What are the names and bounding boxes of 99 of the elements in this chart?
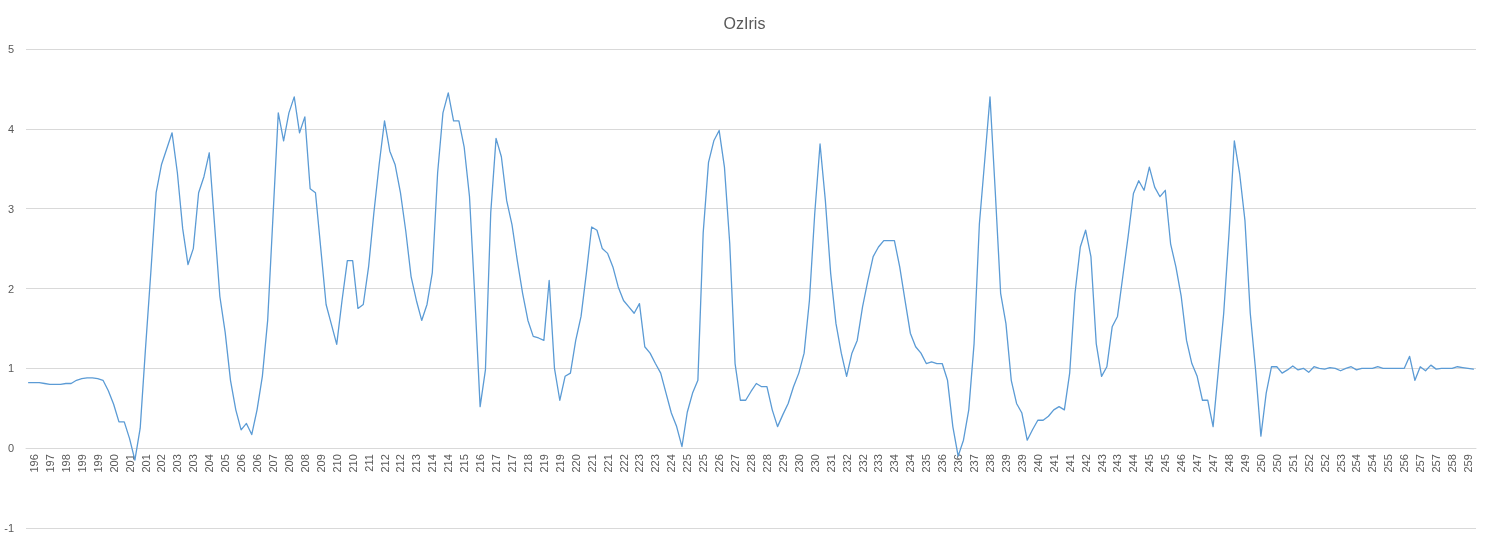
x-tick-label: 216 (474, 454, 487, 473)
x-tick-label: 253 (1334, 454, 1347, 473)
x-tick-label: 234 (904, 454, 917, 473)
x-tick-label: 252 (1302, 454, 1315, 473)
x-tick-label: 228 (760, 454, 773, 473)
x-tick-label: 247 (1207, 454, 1220, 473)
x-tick-label: 239 (1015, 454, 1028, 473)
y-tick-label: 2 (7, 282, 14, 295)
x-tick-label: 205 (219, 454, 232, 473)
x-tick-label: 219 (537, 454, 550, 473)
x-tick-label: 206 (235, 454, 248, 473)
x-tick-label: 249 (1238, 454, 1251, 473)
x-tick-label: 214 (442, 454, 455, 473)
x-tick-label: 228 (745, 454, 757, 473)
x-tick-label: 223 (633, 454, 646, 473)
x-tick-label: 232 (840, 454, 853, 473)
x-tick-label: 209 (314, 454, 327, 473)
x-tick-label: 206 (251, 454, 264, 473)
x-tick-label: 250 (1254, 454, 1267, 473)
x-tick-label: 196 (27, 454, 40, 473)
x-tick-label: 237 (968, 454, 981, 473)
x-tick-label: 248 (1223, 454, 1236, 473)
x-tick-label: 247 (1191, 454, 1204, 473)
y-tick-label: 5 (7, 43, 14, 55)
x-tick-label: 242 (1079, 454, 1092, 473)
x-tick-label: 210 (346, 454, 359, 473)
x-tick-label: 198 (59, 454, 72, 473)
x-tick-label: 212 (378, 454, 391, 473)
x-tick-label: 245 (1159, 454, 1172, 473)
x-tick-label: 208 (298, 454, 311, 473)
x-tick-label: 199 (75, 454, 88, 473)
x-tick-label: 222 (617, 454, 630, 473)
x-tick-label: 229 (776, 454, 789, 473)
y-tick-label: -1 (4, 522, 14, 534)
x-tick-label: 252 (1318, 454, 1331, 473)
x-tick-label: 257 (1430, 454, 1443, 473)
x-tick-label: 197 (43, 454, 56, 473)
y-tick-label: 1 (7, 362, 14, 375)
x-tick-label: 224 (665, 454, 678, 473)
x-tick-label: 213 (410, 454, 423, 473)
x-tick-label: 226 (713, 454, 726, 473)
x-tick-label: 236 (936, 454, 949, 473)
x-tick-label: 243 (1111, 454, 1124, 473)
x-tick-label: 210 (330, 454, 343, 473)
x-tick-label: 219 (553, 454, 566, 473)
x-tick-label: 239 (999, 454, 1012, 473)
x-tick-label: 203 (187, 454, 200, 473)
chart-title: OzIris (723, 14, 766, 32)
x-tick-label: 245 (1143, 454, 1156, 473)
x-tick-label: 217 (505, 454, 518, 473)
x-tick-label: 225 (697, 454, 710, 473)
x-tick-label: 202 (155, 454, 168, 473)
x-tick-label: 221 (585, 454, 598, 473)
x-tick-label: 208 (282, 454, 295, 473)
x-tick-label: 212 (394, 454, 407, 473)
x-tick-label: 215 (458, 454, 471, 473)
x-tick-label: 220 (569, 454, 582, 473)
x-tick-label: 227 (729, 454, 742, 473)
x-tick-label: 246 (1175, 454, 1188, 473)
x-tick-label: 211 (362, 454, 375, 472)
x-tick-label: 203 (171, 454, 184, 473)
x-tick-label: 235 (920, 454, 933, 473)
x-tick-label: 241 (1063, 454, 1076, 473)
x-tick-label: 221 (601, 454, 614, 473)
x-tick-label: 257 (1414, 454, 1427, 473)
x-tick-label: 255 (1382, 454, 1395, 473)
y-tick-label: 3 (7, 202, 14, 215)
x-tick-label: 258 (1446, 454, 1459, 473)
x-tick-label: 230 (792, 454, 805, 473)
x-tick-label: 223 (649, 454, 662, 473)
x-tick-label: 201 (139, 454, 152, 473)
x-tick-label: 241 (1047, 454, 1060, 473)
x-tick-label: 250 (1270, 454, 1283, 473)
x-tick-label: 207 (266, 454, 279, 473)
x-tick-label: 236 (952, 454, 965, 473)
x-tick-label: 231 (824, 454, 837, 473)
x-tick-label: 200 (107, 454, 120, 473)
x-tick-label: 225 (681, 454, 694, 473)
y-tick-label: 4 (7, 122, 14, 135)
x-tick-label: 244 (1127, 454, 1140, 473)
x-tick-label: 230 (808, 454, 821, 473)
x-tick-label: 218 (521, 454, 534, 473)
x-tick-label: 199 (91, 454, 104, 473)
x-tick-label: 234 (888, 454, 901, 473)
x-tick-label: 240 (1031, 454, 1044, 473)
x-tick-label: 254 (1366, 454, 1379, 473)
x-tick-label: 238 (984, 454, 997, 473)
x-tick-label: 256 (1398, 454, 1411, 473)
x-tick-label: 254 (1350, 454, 1363, 473)
x-tick-label: 232 (856, 454, 869, 473)
x-tick-label: 201 (123, 454, 136, 473)
x-tick-label: 204 (203, 454, 216, 473)
x-tick-label: 243 (1095, 454, 1108, 473)
x-tick-label: 214 (426, 454, 439, 473)
x-tick-label: 217 (490, 454, 503, 473)
x-tick-label: 233 (872, 454, 885, 473)
x-tick-label: 251 (1286, 454, 1299, 473)
x-tick-label: 259 (1462, 454, 1475, 473)
y-tick-label: 0 (7, 442, 14, 455)
